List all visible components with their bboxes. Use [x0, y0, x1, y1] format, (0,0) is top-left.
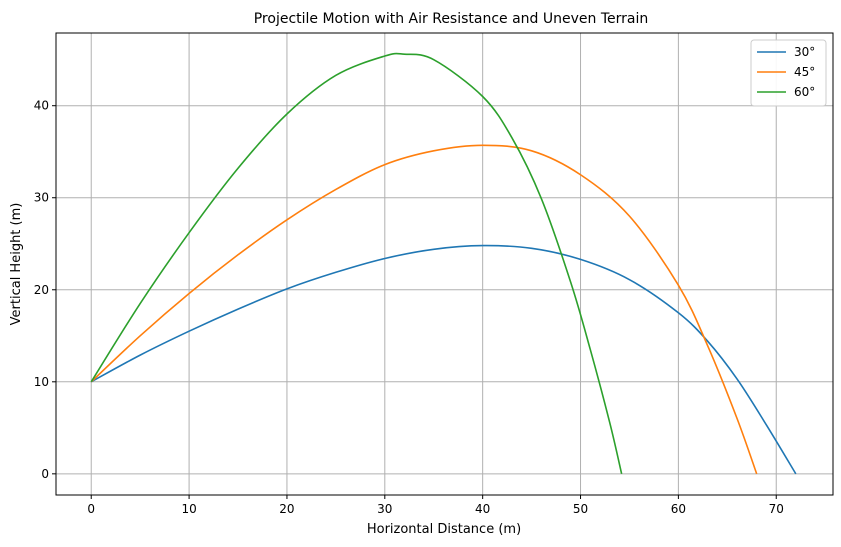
legend-label-45-deg: 45°	[794, 65, 815, 79]
y-tick-label: 40	[34, 99, 49, 113]
legend-label-60-deg: 60°	[794, 85, 815, 99]
x-tick-label: 50	[573, 502, 588, 516]
x-tick-label: 70	[769, 502, 784, 516]
y-tick-label: 30	[34, 191, 49, 205]
plot-area	[56, 33, 833, 495]
grid-lines	[56, 33, 833, 495]
legend-box	[750, 39, 827, 107]
x-tick-label: 60	[671, 502, 686, 516]
y-tick-label: 20	[34, 283, 49, 297]
x-axis-ticks: 0 10 20 30 40 50 60 70	[87, 495, 784, 516]
x-axis-label: Horizontal Distance (m)	[367, 522, 521, 537]
y-axis-label: Vertical Height (m)	[9, 203, 24, 326]
legend-label-30-deg: 30°	[794, 45, 815, 59]
series-lines	[90, 52, 797, 475]
y-tick-label: 0	[41, 467, 49, 481]
x-tick-label: 30	[377, 502, 392, 516]
plot-frame	[55, 32, 834, 496]
x-tick-label: 0	[87, 502, 95, 516]
legend: 30° 45° 60°	[750, 39, 827, 107]
x-tick-label: 20	[279, 502, 294, 516]
x-tick-label: 10	[181, 502, 196, 516]
x-tick-label: 40	[475, 502, 490, 516]
series-line-60-deg	[90, 52, 623, 475]
y-tick-label: 10	[34, 375, 49, 389]
y-axis-ticks: 0 10 20 30 40	[34, 99, 56, 481]
series-line-45-deg	[90, 144, 758, 475]
series-line-30-deg	[90, 244, 797, 475]
chart-title: Projectile Motion with Air Resistance an…	[254, 11, 649, 27]
legend-entries: 30° 45° 60°	[757, 45, 815, 99]
